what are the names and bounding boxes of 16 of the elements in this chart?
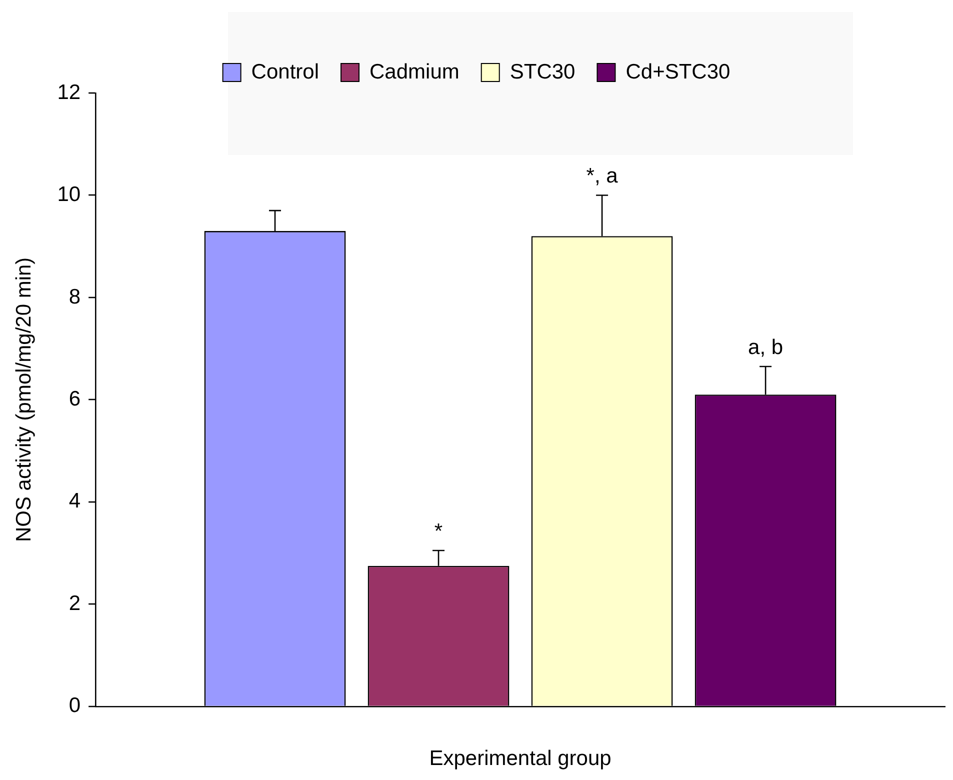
data-label: *: [434, 520, 443, 543]
y-tick-label: 12: [57, 80, 81, 104]
legend-label: STC30: [510, 60, 576, 84]
data-label: a, b: [748, 336, 784, 359]
y-tick-label: 4: [68, 490, 81, 513]
legend-label: Control: [251, 60, 320, 84]
y-tick-label: 0: [68, 694, 81, 718]
y-tick-label: 8: [68, 285, 81, 308]
data-label: *, a: [586, 164, 618, 188]
y-tick-label: 6: [68, 387, 81, 410]
y-tick-label: 10: [57, 183, 81, 206]
legend-label: Cd+STC30: [626, 60, 730, 84]
legend-label: Cadmium: [370, 60, 460, 84]
y-tick-label: 2: [68, 592, 81, 615]
y-axis-title: NOS activity (pmol/mg/20 min): [12, 257, 36, 542]
x-axis-title: Experimental group: [429, 747, 612, 770]
